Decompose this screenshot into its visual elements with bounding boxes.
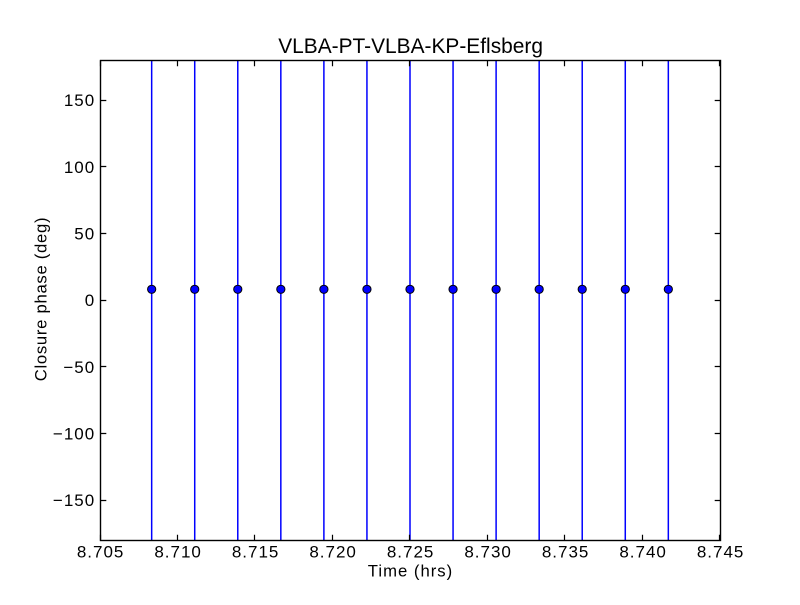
svg-text:0: 0 — [85, 291, 95, 310]
svg-text:8.725: 8.725 — [387, 543, 435, 562]
svg-text:−150: −150 — [53, 491, 95, 510]
svg-text:8.740: 8.740 — [619, 543, 667, 562]
svg-text:8.745: 8.745 — [697, 543, 745, 562]
svg-text:8.705: 8.705 — [77, 543, 125, 562]
svg-text:−50: −50 — [63, 358, 95, 377]
svg-text:8.710: 8.710 — [154, 543, 202, 562]
svg-text:50: 50 — [74, 225, 95, 244]
svg-text:VLBA-PT-VLBA-KP-Eflsberg: VLBA-PT-VLBA-KP-Eflsberg — [278, 35, 543, 58]
svg-text:100: 100 — [64, 158, 95, 177]
svg-text:150: 150 — [64, 91, 95, 110]
svg-text:Time (hrs): Time (hrs) — [368, 561, 453, 580]
svg-text:8.720: 8.720 — [309, 543, 357, 562]
svg-text:−100: −100 — [53, 425, 95, 444]
svg-text:8.735: 8.735 — [542, 543, 590, 562]
svg-text:Closure phase (deg): Closure phase (deg) — [32, 217, 51, 382]
svg-text:8.730: 8.730 — [464, 543, 512, 562]
svg-text:8.715: 8.715 — [232, 543, 280, 562]
